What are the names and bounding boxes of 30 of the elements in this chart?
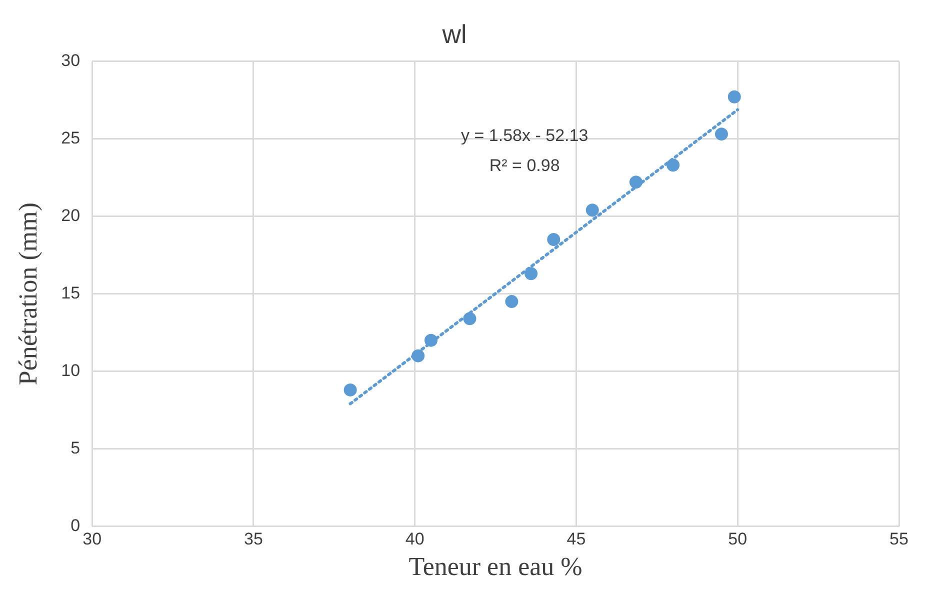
point [505,295,518,308]
x-tick-label: 55 [890,529,908,548]
y-tick-label: 25 [61,128,80,148]
y-tick-label: 30 [61,50,80,70]
x-tick-label: 40 [405,529,424,548]
annotation: y = 1.58x - 52.13 [461,126,588,146]
y-tick-label: 15 [61,283,80,302]
y-tick-label: 0 [70,516,80,536]
chart-title: wl [441,18,467,49]
point [728,90,741,104]
annotation: R² = 0.98 [489,156,560,176]
point [629,176,642,189]
point [344,383,357,396]
y-tick-label: 20 [61,206,80,225]
point [412,349,425,362]
y-tick-label: 10 [61,361,80,380]
point [463,312,476,326]
point [666,158,680,172]
point [547,233,560,246]
y-tick-label: 5 [70,438,80,458]
y-axis-title: Pénétration (mm) [13,202,42,386]
x-tick-label: 50 [728,529,748,548]
point [524,267,538,280]
point [424,334,438,347]
x-tick-label: 35 [244,529,263,548]
x-axis-title: Teneur en eau % [408,552,582,582]
x-tick-label: 30 [82,529,102,548]
point [586,204,599,217]
x-tick-label: 45 [566,529,586,548]
point [714,128,728,141]
